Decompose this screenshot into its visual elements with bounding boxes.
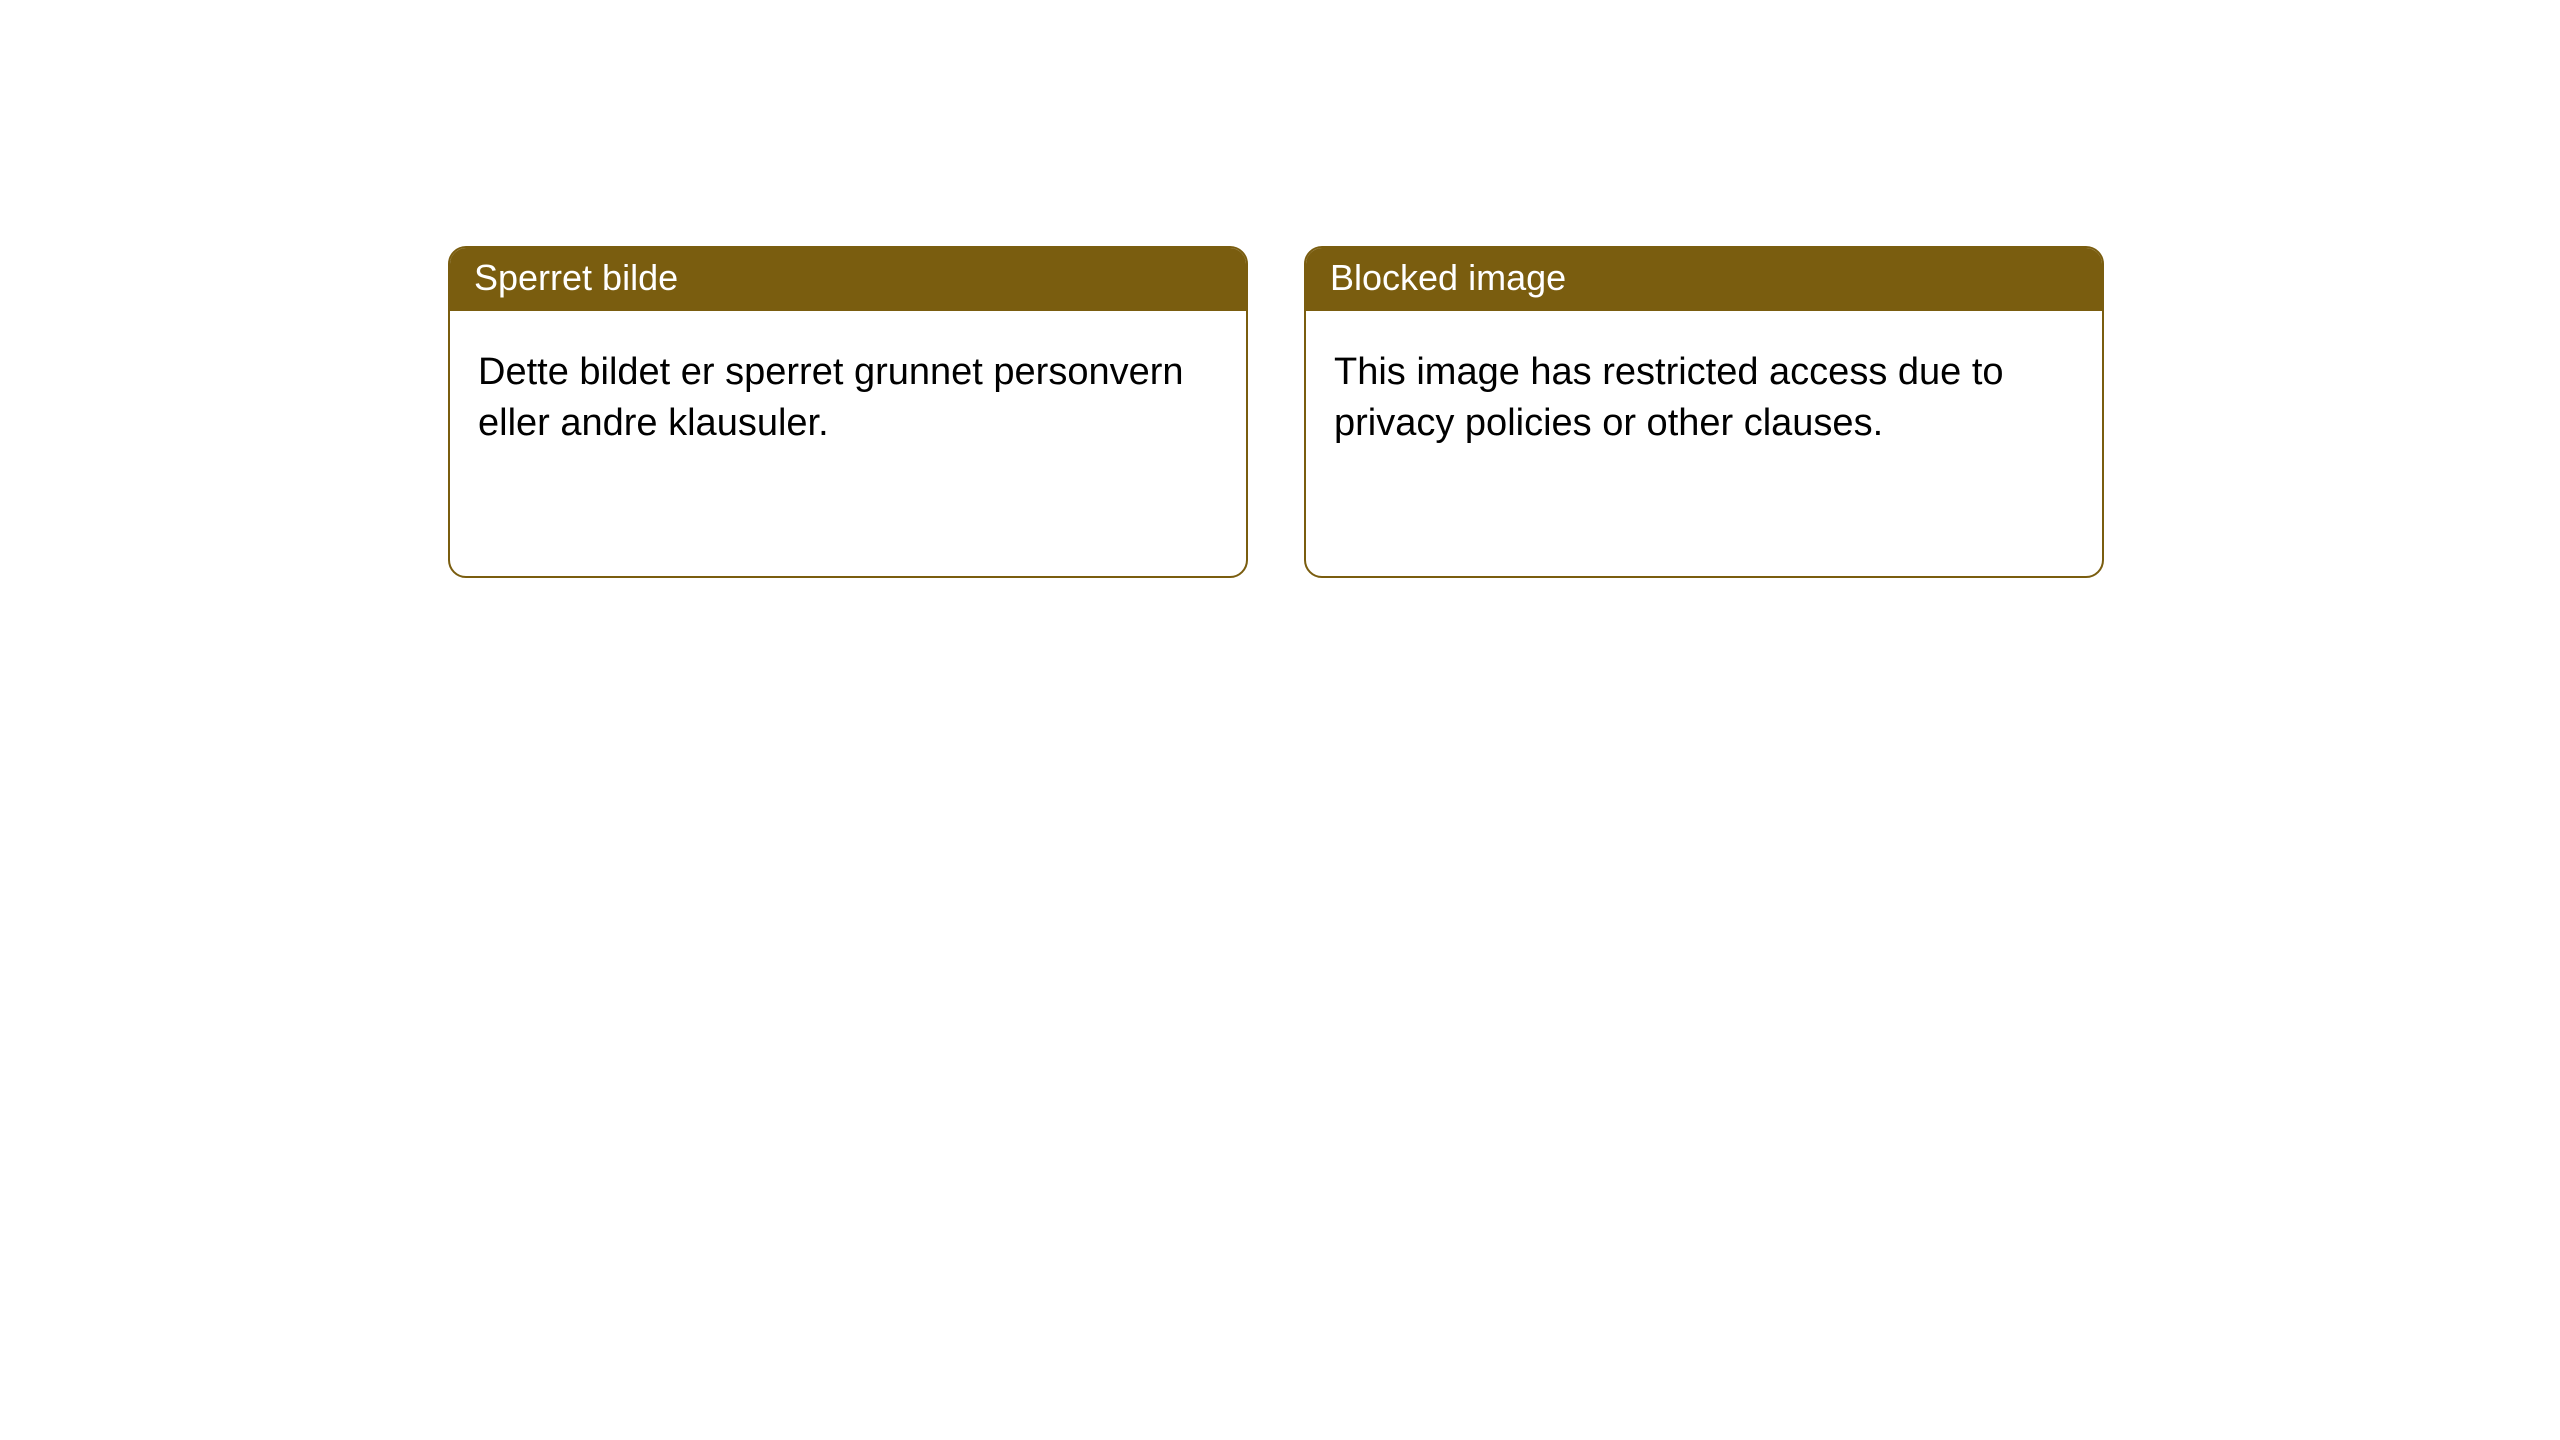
blocked-image-card-norwegian: Sperret bilde Dette bildet er sperret gr… [448,246,1248,578]
card-body-norwegian: Dette bildet er sperret grunnet personve… [450,311,1246,486]
card-header-norwegian: Sperret bilde [450,248,1246,311]
notice-container: Sperret bilde Dette bildet er sperret gr… [0,0,2560,578]
card-header-english: Blocked image [1306,248,2102,311]
blocked-image-card-english: Blocked image This image has restricted … [1304,246,2104,578]
card-body-english: This image has restricted access due to … [1306,311,2102,486]
